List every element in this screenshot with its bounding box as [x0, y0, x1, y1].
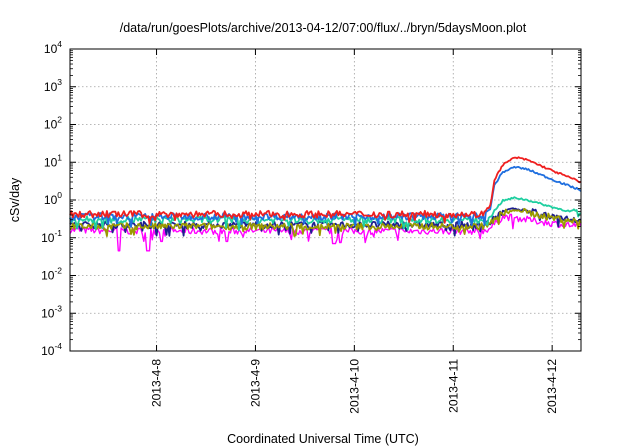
x-tick-label: 2013-4-12 — [545, 359, 559, 414]
y-tick-label: 101 — [44, 152, 62, 169]
series-line-6 — [69, 156, 582, 225]
series-line-2 — [69, 207, 582, 237]
y-tick-label: 103 — [44, 77, 62, 94]
y-tick-label: 10-2 — [41, 266, 62, 283]
y-tick-label: 100 — [44, 190, 62, 207]
x-tick-label: 2013-4-11 — [446, 359, 460, 413]
chart-title: /data/run/goesPlots/archive/2013-04-12/0… — [120, 21, 527, 35]
y-tick-label: 102 — [44, 115, 62, 132]
x-tick-label: 2013-4-10 — [347, 359, 361, 414]
grid — [70, 49, 581, 351]
y-axis: 104 103 102 101 100 10-1 10-2 10-3 10-4 — [41, 39, 581, 358]
y-axis-label: cSv/day — [8, 177, 22, 222]
x-tick-label: 2013-4-9 — [248, 359, 262, 407]
y-tick-label: 10-4 — [41, 341, 62, 358]
y-tick-label: 10-3 — [41, 303, 62, 320]
y-tick-label: 104 — [44, 39, 62, 56]
x-axis-label: Coordinated Universal Time (UTC) — [227, 432, 419, 446]
series-line-3 — [69, 207, 582, 238]
series-layer — [69, 156, 582, 252]
x-tick-label: 2013-4-8 — [150, 359, 164, 407]
x-axis: 2013-4-8 2013-4-9 2013-4-10 2013-4-11 2013-4… — [150, 49, 559, 414]
y-tick-label: 10-1 — [41, 228, 62, 245]
